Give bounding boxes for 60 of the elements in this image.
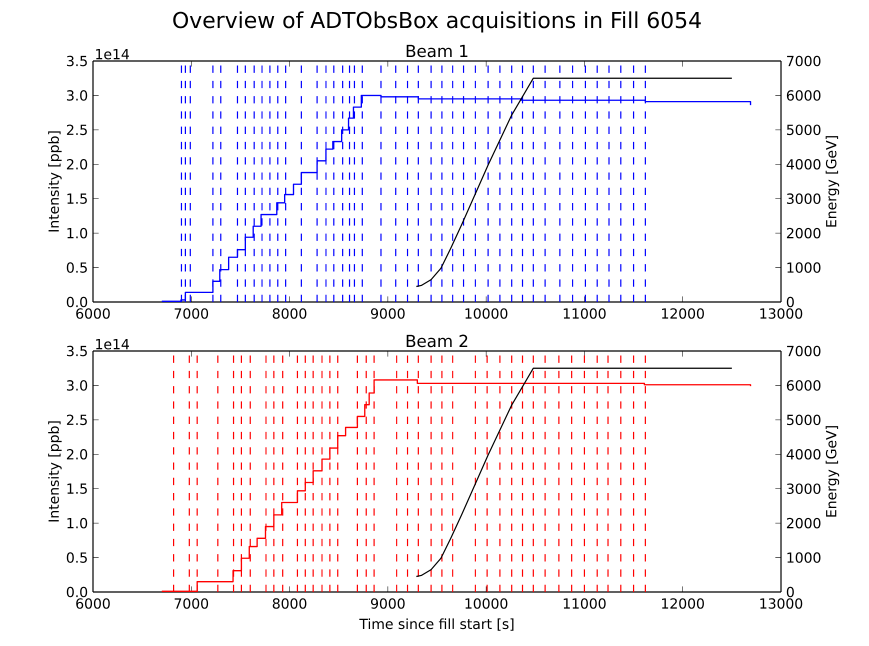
x-tick-label: 7000 xyxy=(174,598,208,609)
x-axis-title: Time since fill start [s] xyxy=(359,618,514,631)
chart-title: Overview of ADTObsBox acquisitions in Fill 6054 xyxy=(173,11,701,33)
y2-tick-label: 7000 xyxy=(787,56,820,66)
y-tick-label: 0.0 xyxy=(66,586,88,598)
y2-tick-label: 3000 xyxy=(786,193,820,204)
x-tick-label: 11000 xyxy=(564,598,606,609)
y-axis-title: Intensity [ppb] xyxy=(48,131,62,232)
text: 1e14 xyxy=(96,339,129,350)
x-tick-label: 12000 xyxy=(662,598,704,609)
y2-tick-label: 1000 xyxy=(787,552,820,563)
y-tick-label: 1.0 xyxy=(67,518,88,528)
x-tick-label: 13000 xyxy=(760,308,802,319)
y-tick-label: 1.5 xyxy=(67,484,87,494)
y-tick-label: 2.0 xyxy=(66,159,88,170)
y2-tick-label: 0 xyxy=(786,296,794,308)
y-tick-label: 2.0 xyxy=(66,449,88,460)
y-tick-label: 3.5 xyxy=(66,56,87,66)
y2-axis-title: Energy [GeV] xyxy=(826,426,840,517)
y-tick-label: 3.5 xyxy=(66,346,87,356)
y2-tick-label: 2000 xyxy=(786,518,820,528)
y-tick-label: 0.5 xyxy=(66,552,87,563)
text: 1e14 xyxy=(96,49,129,60)
line-series xyxy=(416,78,732,288)
y-tick-label: 2.5 xyxy=(66,414,87,426)
x-tick-label: 6000 xyxy=(76,598,110,609)
y2-tick-label: 0 xyxy=(786,586,794,598)
y2-tick-label: 4000 xyxy=(786,449,820,460)
x-tick-label: 13000 xyxy=(760,598,802,609)
y-tick-label: 0.5 xyxy=(66,262,87,273)
y2-tick-label: 5000 xyxy=(787,124,820,136)
y2-axis-title: Energy [GeV] xyxy=(826,136,840,227)
y-tick-label: 3.0 xyxy=(66,90,88,101)
y2-tick-label: 2000 xyxy=(786,228,820,238)
x-tick-label: 6000 xyxy=(76,308,110,319)
x-tick-label: 7000 xyxy=(174,308,208,319)
y2-tick-label: 5000 xyxy=(787,414,820,426)
chart-title: Beam 2 xyxy=(406,334,468,348)
x-tick-label: 9000 xyxy=(370,598,405,609)
y2-tick-label: 3000 xyxy=(786,483,820,494)
y2-tick-label: 4000 xyxy=(786,159,820,170)
y2-tick-label: 1000 xyxy=(787,262,820,273)
y-tick-label: 3.0 xyxy=(66,380,88,391)
line-series xyxy=(416,368,732,578)
x-tick-label: 8000 xyxy=(272,598,306,609)
x-tick-label: 10000 xyxy=(465,598,508,609)
x-tick-label: 11000 xyxy=(564,308,606,319)
y2-tick-label: 7000 xyxy=(787,346,820,356)
x-tick-label: 9000 xyxy=(370,308,405,319)
y2-tick-label: 6000 xyxy=(786,90,820,101)
y-tick-label: 0.0 xyxy=(66,296,88,308)
y-tick-label: 1.5 xyxy=(67,194,87,204)
x-tick-label: 10000 xyxy=(465,308,508,319)
x-tick-label: 8000 xyxy=(272,308,306,319)
y-tick-label: 1.0 xyxy=(67,228,88,238)
x-tick-label: 12000 xyxy=(662,308,704,319)
y-tick-label: 2.5 xyxy=(66,124,87,136)
chart-subtitle: Beam 1 xyxy=(406,44,468,58)
y-axis-title: Intensity [ppb] xyxy=(48,421,62,522)
y2-tick-label: 6000 xyxy=(786,380,820,391)
